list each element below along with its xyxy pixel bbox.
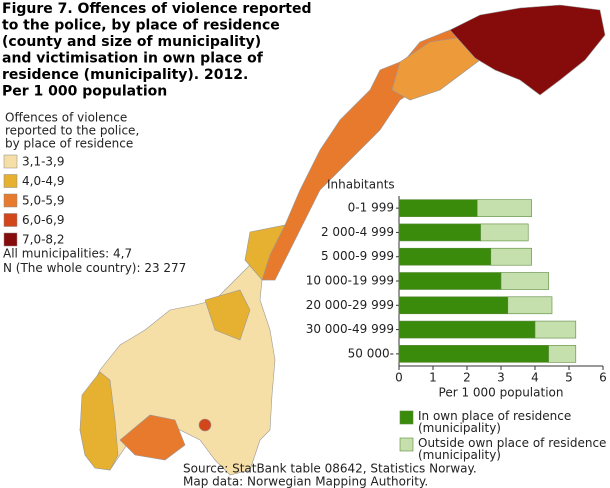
bar-segment <box>480 223 529 242</box>
category-axis-label: Inhabitants <box>327 178 395 192</box>
source: Source: StatBank table 08642, Statistics… <box>183 462 477 476</box>
map-region <box>449 4 606 96</box>
map-region <box>198 418 212 432</box>
x-tick-label: 6 <box>599 371 607 385</box>
legend-label: 6,0-6,9 <box>22 213 65 227</box>
bar-chart: Inhabitants Per 1 000 population 0 1 2 3 4 5 6 0-… <box>306 178 607 452</box>
title-line: Figure 7. Offences of violence reported <box>2 1 311 17</box>
y-tick-label: 20 000-29 999 <box>306 298 394 312</box>
y-tick-label: 50 000- <box>348 346 394 360</box>
map-legend-title: Offences of violence <box>5 111 127 125</box>
bar-segment <box>398 223 481 242</box>
legend-swatch <box>399 437 414 452</box>
y-tick-label: 10 000-19 999 <box>306 274 394 288</box>
bar-segment <box>507 296 553 315</box>
bar-segment <box>398 320 536 339</box>
x-tick-label: 3 <box>497 371 505 385</box>
x-tick-label: 1 <box>429 371 437 385</box>
legend-swatch <box>3 174 18 188</box>
legend-swatch <box>399 410 414 425</box>
map-legend-title: reported to the police, <box>5 124 139 138</box>
map <box>79 4 606 476</box>
x-axis-label: Per 1 000 population <box>439 386 564 400</box>
bar-segment <box>500 272 549 290</box>
title-line: to the police, by place of residence <box>2 18 280 34</box>
legend-label: 5,0-5,9 <box>22 194 65 208</box>
bar-segment <box>398 247 492 266</box>
map-region <box>204 289 251 341</box>
map-legend-title: by place of residence <box>5 137 133 151</box>
legend-swatch <box>3 213 18 227</box>
title-line: Per 1 000 population <box>2 84 167 100</box>
legend-swatch <box>3 232 18 247</box>
legend-label: 4,0-4,9 <box>22 174 65 188</box>
bar-segment <box>398 272 502 290</box>
source: Map data: Norwegian Mapping Authority. <box>183 475 428 488</box>
legend-label: Outside own place of residence (municipa… <box>418 436 607 462</box>
title-line: (county and size of municipality) <box>2 34 261 50</box>
bar-segment <box>490 247 532 266</box>
bar-segment <box>398 345 549 363</box>
x-tick-label: 2 <box>463 371 471 385</box>
legend-swatch <box>3 193 18 208</box>
y-tick-label: 30 000-49 999 <box>306 322 394 336</box>
title-line: and victimisation in own place of <box>2 51 264 67</box>
map-note: All municipalities: 4,7 <box>3 247 132 261</box>
bar-segment <box>534 320 577 339</box>
x-tick-label: 4 <box>531 371 539 385</box>
bar-segment <box>476 199 532 217</box>
legend-label: In own place of residence (municipality) <box>418 409 572 435</box>
title-line: residence (municipality). 2012. <box>2 67 248 83</box>
bar-segment <box>398 199 478 217</box>
bar-segment <box>398 296 509 315</box>
y-tick-label: 2 000-4 999 <box>321 225 394 239</box>
map-note: N (The whole country): 23 277 <box>3 261 186 275</box>
bar-segment <box>548 345 577 363</box>
legend-swatch <box>3 154 18 169</box>
y-tick-label: 5 000-9 999 <box>321 249 394 263</box>
y-tick-label: 0-1 999 <box>348 201 394 215</box>
map-region <box>119 414 186 461</box>
legend-label: 3,1-3,9 <box>22 155 65 169</box>
map-region <box>391 35 481 101</box>
x-tick-label: 5 <box>565 371 573 385</box>
legend-label: 7,0-8,2 <box>22 233 65 247</box>
map-region <box>79 371 119 471</box>
x-tick-label: 0 <box>395 371 403 385</box>
